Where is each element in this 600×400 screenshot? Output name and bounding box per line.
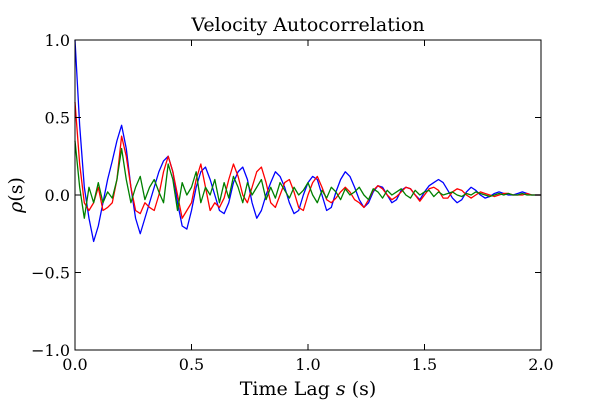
ticks-layer: 0.0 0.5 1.0 1.5 2.0 −1.0 −0.5 0.0 0.5 1.0 [31,31,554,374]
y-tick-label: 1.0 [45,31,70,50]
series-line-3 [74,140,541,219]
x-axis-label-var: s [336,378,346,400]
x-tick-label: 2.0 [528,355,553,374]
x-tick-label: 1.5 [412,355,437,374]
x-tick-label: 1.0 [295,355,320,374]
y-axis-label-var: ρ [5,201,27,214]
chart-title: Velocity Autocorrelation [190,14,424,36]
y-axis-label-args: (s) [5,177,27,202]
y-tick-label: 0.5 [45,109,70,128]
y-tick-label: −1.0 [31,341,70,360]
y-axis-label: ρ(s) [5,177,27,214]
x-tick-label: 0.0 [62,355,87,374]
y-tick-label: −0.5 [31,264,70,283]
x-axis-label-prefix: Time Lag [240,378,336,400]
y-tick-label: 0.0 [45,186,70,205]
x-axis-label: Time Lag s (s) [240,378,377,400]
series-layer [74,39,541,243]
series-line-1 [74,39,541,243]
x-tick-label: 0.5 [179,355,204,374]
series-line-2 [74,101,541,219]
x-axis-label-suffix: (s) [346,378,377,400]
